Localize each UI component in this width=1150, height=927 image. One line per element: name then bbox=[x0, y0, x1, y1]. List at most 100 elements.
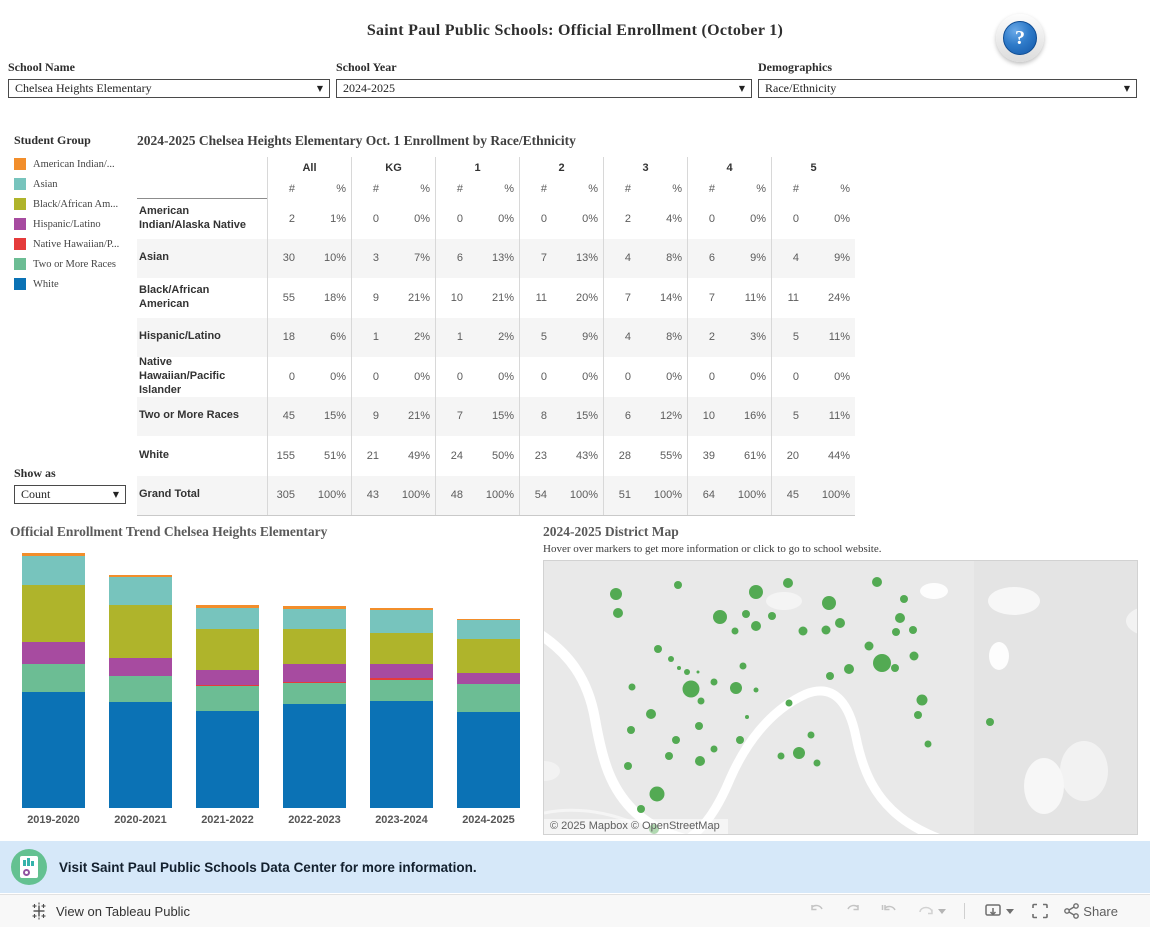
school-marker[interactable] bbox=[745, 715, 749, 719]
bar-segment[interactable] bbox=[457, 672, 520, 684]
bar-segment[interactable] bbox=[196, 628, 259, 670]
percent-cell[interactable]: 9% bbox=[750, 252, 766, 265]
school-marker[interactable] bbox=[798, 626, 808, 636]
bar-segment[interactable] bbox=[370, 663, 433, 679]
school-marker[interactable] bbox=[807, 731, 815, 739]
percent-cell[interactable]: 0% bbox=[750, 370, 766, 383]
school-marker[interactable] bbox=[713, 610, 727, 624]
school-marker[interactable] bbox=[654, 645, 662, 653]
count-cell[interactable]: 0 bbox=[519, 357, 561, 397]
bar-segment[interactable] bbox=[370, 608, 433, 611]
demographics-dropdown[interactable]: Race/Ethnicity ▼ bbox=[758, 79, 1137, 98]
count-cell[interactable]: 6 bbox=[435, 238, 477, 278]
school-marker[interactable] bbox=[924, 740, 932, 748]
percent-cell[interactable]: 100% bbox=[569, 489, 598, 502]
percent-cell[interactable]: 6% bbox=[330, 331, 346, 344]
school-marker[interactable] bbox=[697, 697, 705, 705]
count-cell[interactable]: 10 bbox=[687, 396, 729, 436]
count-cell[interactable]: 4 bbox=[603, 238, 645, 278]
count-cell[interactable]: 9 bbox=[351, 278, 393, 318]
count-cell[interactable]: 23 bbox=[519, 436, 561, 476]
percent-cell[interactable]: 8% bbox=[666, 331, 682, 344]
bar-segment[interactable] bbox=[22, 664, 85, 692]
redo-button[interactable] bbox=[840, 899, 866, 923]
percent-cell[interactable]: 9% bbox=[834, 252, 850, 265]
legend-item[interactable]: American Indian/... bbox=[14, 154, 134, 174]
percent-cell[interactable]: 16% bbox=[743, 410, 766, 423]
school-marker[interactable] bbox=[665, 752, 673, 760]
percent-cell[interactable]: 10% bbox=[323, 252, 346, 265]
percent-cell[interactable]: 100% bbox=[821, 489, 850, 502]
percent-cell[interactable]: 0% bbox=[414, 212, 430, 225]
bar-segment[interactable] bbox=[370, 678, 433, 680]
school-marker[interactable] bbox=[751, 621, 761, 631]
school-marker[interactable] bbox=[749, 585, 763, 599]
school-marker[interactable] bbox=[822, 596, 836, 610]
count-cell[interactable]: 6 bbox=[687, 238, 729, 278]
legend-item[interactable]: Black/African Am... bbox=[14, 194, 134, 214]
count-cell[interactable]: 5 bbox=[771, 317, 813, 357]
school-marker[interactable] bbox=[646, 709, 656, 719]
percent-cell[interactable]: 11% bbox=[828, 410, 850, 423]
bar-segment[interactable] bbox=[370, 610, 433, 634]
count-cell[interactable]: 24 bbox=[435, 436, 477, 476]
bar-segment[interactable] bbox=[457, 619, 520, 621]
count-cell[interactable]: 21 bbox=[351, 436, 393, 476]
legend-item[interactable]: White bbox=[14, 274, 134, 294]
bar-segment[interactable] bbox=[283, 608, 346, 629]
count-cell[interactable]: 0 bbox=[771, 357, 813, 397]
count-cell[interactable]: 43 bbox=[351, 475, 393, 515]
school-marker[interactable] bbox=[695, 722, 703, 730]
percent-cell[interactable]: 100% bbox=[317, 489, 346, 502]
school-marker[interactable] bbox=[613, 608, 623, 618]
bar-segment[interactable] bbox=[22, 584, 85, 642]
percent-cell[interactable]: 18% bbox=[323, 291, 346, 304]
count-cell[interactable]: 305 bbox=[267, 475, 309, 515]
school-marker[interactable] bbox=[649, 786, 665, 802]
bar-segment[interactable] bbox=[109, 576, 172, 605]
bar-segment[interactable] bbox=[196, 711, 259, 808]
school-marker[interactable] bbox=[710, 745, 718, 753]
count-cell[interactable]: 51 bbox=[603, 475, 645, 515]
count-cell[interactable]: 0 bbox=[267, 357, 309, 397]
percent-cell[interactable]: 20% bbox=[575, 291, 598, 304]
count-cell[interactable]: 0 bbox=[687, 199, 729, 239]
percent-cell[interactable]: 15% bbox=[491, 410, 514, 423]
bar-segment[interactable] bbox=[457, 620, 520, 639]
bar-segment[interactable] bbox=[196, 684, 259, 686]
count-cell[interactable]: 0 bbox=[603, 357, 645, 397]
school-marker[interactable] bbox=[844, 664, 854, 674]
bar-segment[interactable] bbox=[109, 675, 172, 702]
download-button[interactable] bbox=[979, 899, 1017, 923]
school-marker[interactable] bbox=[826, 672, 834, 680]
count-cell[interactable]: 6 bbox=[603, 396, 645, 436]
legend-item[interactable]: Two or More Races bbox=[14, 254, 134, 274]
stacked-bar-2022-2023[interactable] bbox=[283, 606, 346, 808]
view-on-tableau-public-link[interactable]: View on Tableau Public bbox=[30, 902, 190, 920]
school-marker[interactable] bbox=[731, 627, 739, 635]
percent-cell[interactable]: 44% bbox=[827, 449, 850, 462]
percent-cell[interactable]: 100% bbox=[485, 489, 514, 502]
percent-cell[interactable]: 0% bbox=[750, 212, 766, 225]
school-marker[interactable] bbox=[668, 656, 674, 662]
count-cell[interactable]: 30 bbox=[267, 238, 309, 278]
stacked-bar-2020-2021[interactable] bbox=[109, 575, 172, 808]
bar-segment[interactable] bbox=[370, 633, 433, 664]
percent-cell[interactable]: 0% bbox=[414, 370, 430, 383]
school-marker[interactable] bbox=[628, 683, 636, 691]
bar-segment[interactable] bbox=[22, 641, 85, 665]
school-marker[interactable] bbox=[637, 805, 645, 813]
refresh-button[interactable] bbox=[912, 899, 950, 923]
school-marker[interactable] bbox=[672, 736, 680, 744]
percent-cell[interactable]: 13% bbox=[575, 252, 598, 265]
percent-cell[interactable]: 0% bbox=[330, 370, 346, 383]
count-cell[interactable]: 3 bbox=[351, 238, 393, 278]
percent-cell[interactable]: 7% bbox=[414, 252, 430, 265]
school-marker[interactable] bbox=[674, 581, 682, 589]
school-marker[interactable] bbox=[730, 682, 742, 694]
count-cell[interactable]: 54 bbox=[519, 475, 561, 515]
count-cell[interactable]: 0 bbox=[687, 357, 729, 397]
bar-segment[interactable] bbox=[370, 701, 433, 808]
percent-cell[interactable]: 0% bbox=[582, 212, 598, 225]
count-cell[interactable]: 39 bbox=[687, 436, 729, 476]
